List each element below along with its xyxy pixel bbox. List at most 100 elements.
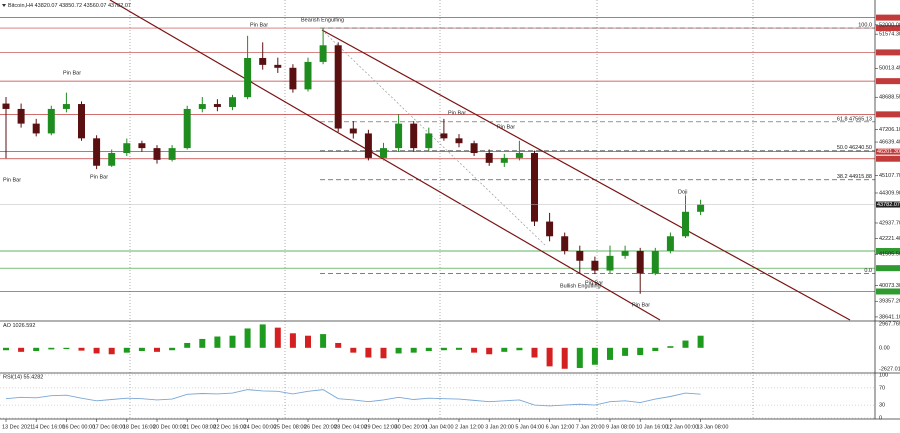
x-tick-label: 20 Dec 00:00	[153, 424, 186, 430]
annotation: Doji	[678, 189, 687, 195]
ao-bar	[561, 347, 568, 369]
candle-body	[289, 67, 297, 90]
ao-bar	[440, 347, 447, 351]
x-tick-label: 18 Dec 16:00	[123, 424, 156, 430]
candle-body	[682, 211, 689, 237]
annotation: Pin Bar	[90, 174, 108, 180]
candle-body	[485, 153, 493, 163]
candle-body	[78, 104, 85, 139]
candle-body	[2, 103, 10, 109]
ao-bar	[410, 347, 417, 353]
fib-label: 0.0	[864, 268, 872, 274]
candle-body	[455, 138, 463, 144]
x-tick-label: 6 Jan 12:00	[546, 424, 575, 430]
ao-bar	[637, 347, 644, 356]
y-tick-label: 38641.10	[879, 314, 900, 320]
ao-bar	[63, 347, 70, 350]
frame	[0, 0, 900, 420]
annotation: Pin Bar	[448, 110, 466, 116]
candle-body	[168, 148, 176, 160]
ao-bar	[138, 347, 145, 352]
fib-label: 61.8 47565.13	[837, 116, 872, 122]
candle-body	[606, 255, 614, 271]
level-tag	[876, 148, 900, 155]
candle-body	[274, 64, 282, 68]
ao-bar	[259, 324, 266, 348]
x-tick-label: 13 Dec 2021	[2, 424, 33, 430]
x-tick-label: 28 Dec 04:00	[334, 424, 367, 430]
x-tick-label: 7 Jan 20:00	[576, 424, 605, 430]
y-tick-label: 46639.40	[879, 140, 900, 146]
ao-bar	[320, 334, 327, 348]
ao-bar	[169, 347, 176, 351]
x-tick-label: 25 Dec 08:00	[274, 424, 307, 430]
chart-title: Bitcoin,H4 43820.07 43850.72 43560.07 43…	[8, 3, 131, 9]
price-tag	[876, 201, 900, 208]
x-tick-label: 10 Jan 16:00	[636, 424, 668, 430]
ao-bar	[199, 338, 206, 348]
annotation: Bullish Engulfing	[560, 283, 601, 289]
y-tick-label: 50013.45	[879, 66, 900, 72]
candle-body	[636, 250, 644, 274]
ao-bar	[123, 347, 130, 353]
y-tick-label: 40073.30	[879, 283, 900, 289]
candle-body	[395, 123, 403, 149]
x-tick-label: 1 Jan 04:00	[425, 424, 454, 430]
ao-bar	[622, 347, 629, 356]
candle-body	[319, 45, 327, 62]
y-tick-label: 0	[879, 415, 882, 421]
candle-body	[93, 138, 101, 166]
candle-body	[651, 250, 659, 274]
ao-bar	[335, 342, 342, 348]
candle-body	[32, 123, 40, 134]
candle-body	[123, 143, 131, 154]
x-tick-label: 9 Jan 08:00	[606, 424, 635, 430]
channel-upper	[321, 29, 851, 321]
candle-body	[576, 250, 584, 261]
rsi-title: RSI(14) 55.4282	[3, 374, 43, 380]
ao-bar	[486, 347, 493, 355]
y-tick-label: 2967.769	[879, 321, 900, 327]
candle-body	[229, 97, 236, 107]
x-tick-label: 13 Jan 08:00	[697, 424, 729, 430]
ao-bar	[682, 340, 689, 348]
level-tag	[876, 248, 900, 255]
candle-body	[470, 143, 478, 154]
candle-body	[138, 143, 146, 149]
ao-bar	[607, 347, 613, 360]
ao-bar	[108, 347, 115, 355]
candle-body	[546, 221, 554, 237]
level-tag	[876, 49, 900, 56]
candle-body	[410, 123, 418, 149]
level-tag	[876, 14, 900, 21]
y-tick-label: 30	[879, 403, 885, 409]
ao-bar	[652, 347, 659, 352]
annotation: Pin Bar	[497, 124, 515, 130]
y-tick-label: 45107.70	[879, 173, 900, 179]
candle-body	[153, 148, 161, 160]
menu-icon[interactable]	[2, 4, 6, 7]
level-tag	[876, 25, 900, 32]
ao-bar	[471, 347, 478, 353]
x-tick-label: 14 Dec 16:00	[32, 424, 65, 430]
annotation: Pin Bar	[585, 280, 603, 286]
x-tick-label: 30 Dec 20:00	[395, 424, 428, 430]
x-tick-label: 17 Dec 08:00	[93, 424, 126, 430]
price-label: 43782.07	[877, 202, 900, 208]
channel-lower	[109, 0, 661, 321]
ao-bar	[667, 346, 674, 348]
annotation: Pin Bar	[3, 177, 21, 183]
candle-body	[349, 128, 357, 134]
ao-bar	[33, 347, 40, 352]
candle-body	[244, 58, 252, 98]
ao-bar	[501, 347, 508, 352]
fib-label: 38.2 44915.88	[837, 174, 872, 180]
y-tick-label: 44309.90	[879, 190, 900, 196]
ao-bar	[395, 347, 402, 354]
y-tick-label: 100	[879, 372, 888, 378]
ao-bar	[350, 347, 357, 353]
x-tick-label: 12 Jan 00:00	[666, 424, 698, 430]
ao-bar	[229, 335, 236, 348]
